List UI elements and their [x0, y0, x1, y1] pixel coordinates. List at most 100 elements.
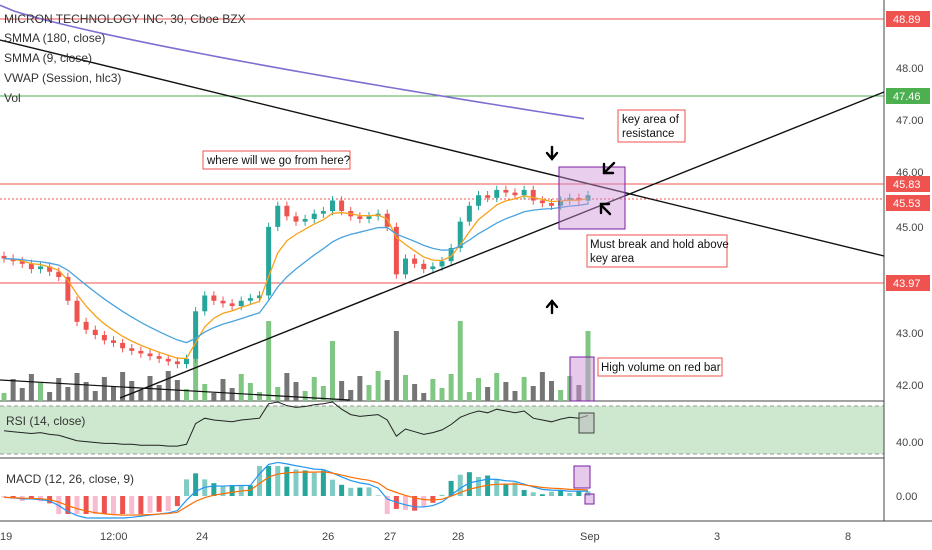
callout-hold-line2: key area [590, 253, 635, 265]
rsi-label[interactable]: RSI (14, close) [6, 414, 85, 428]
key-area-box[interactable] [558, 166, 626, 230]
callout-resistance-box [617, 109, 686, 143]
volume-bar-50 [457, 321, 463, 401]
callout-resistance-line1: key area of [622, 114, 680, 126]
volume-bar-10 [92, 391, 98, 401]
macd-bar-61 [558, 490, 564, 496]
uptrend-line[interactable] [119, 91, 885, 399]
macd-bar-58 [530, 492, 536, 496]
volume-bar-41 [375, 371, 381, 401]
rsi-tick-40: 40.00 [896, 437, 924, 449]
candle-body-59 [539, 200, 545, 204]
macd-bar-50 [457, 474, 463, 496]
legend-smma-9[interactable]: SMMA (9, close) [4, 51, 92, 65]
macd-bar-62 [567, 493, 573, 496]
callout-resistance[interactable]: key area of resistance [617, 109, 686, 143]
macd-signal-line [3, 471, 589, 516]
volume-bar-26 [238, 374, 244, 401]
macd-bar-44 [403, 496, 408, 510]
candle-body-20 [184, 358, 189, 365]
volume-bar-42 [384, 380, 390, 401]
candle-body-3 [28, 263, 34, 270]
candle-body-57 [521, 189, 527, 196]
volume-highlight-box[interactable] [569, 356, 595, 402]
rsi-series-line [3, 401, 589, 447]
time-tick-sep: Sep [580, 531, 600, 543]
downtrend-line[interactable] [0, 39, 885, 257]
candle-body-60 [549, 203, 554, 206]
macd-bar-49 [448, 480, 454, 496]
legend-smma-180[interactable]: SMMA (180, close) [4, 31, 105, 45]
volume-bar-18 [165, 371, 171, 401]
macd-bar-30 [275, 466, 281, 496]
chart-title[interactable]: MICRON TECHNOLOGY INC, 30, Cboe BZX [4, 12, 246, 26]
indicator-lines [0, 4, 589, 360]
candle-body-16 [147, 353, 153, 357]
volume-bar-28 [257, 392, 262, 401]
rsi-highlight-box[interactable] [578, 412, 595, 434]
macd-bar-3 [28, 496, 34, 499]
candle-body-43 [393, 226, 399, 275]
macd-bar-0 [1, 496, 7, 498]
macd-bar-24 [220, 486, 226, 496]
price-tick-42: 42.00 [896, 380, 924, 392]
macd-bar-32 [293, 469, 299, 496]
candle-body-35 [320, 211, 326, 214]
macd-bar-19 [174, 496, 180, 507]
price-tag-47-46-text: 47.46 [893, 91, 921, 103]
volume-bar-40 [366, 385, 372, 401]
macd-bar-8 [74, 496, 80, 514]
macd-bar-20 [184, 479, 189, 496]
macd-bar-45 [412, 496, 418, 511]
macd-bar-15 [138, 496, 144, 514]
volume-bar-55 [503, 382, 509, 401]
macd-bar-40 [366, 487, 372, 496]
candle-body-6 [56, 271, 62, 278]
price-tick-47: 47.00 [896, 115, 924, 127]
volume-bar-43 [393, 331, 399, 401]
volume-bar-44 [403, 375, 408, 401]
volume-bar-51 [466, 392, 472, 401]
volume-trend-line [0, 379, 351, 401]
macd-bar-35 [320, 470, 326, 496]
volume-bars [1, 321, 591, 401]
volume-bar-27 [247, 383, 253, 401]
macd-bar-25 [229, 484, 235, 496]
time-tick-27: 27 [384, 531, 396, 543]
price-tag-45-83: 45.83 [886, 176, 930, 192]
candle-body-44 [403, 258, 408, 275]
legend-vwap[interactable]: VWAP (Session, hlc3) [4, 71, 121, 85]
horizontal-levels [0, 18, 884, 284]
macd-bar-47 [430, 496, 436, 503]
macd-bar-33 [302, 470, 308, 496]
volume-bar-4 [38, 383, 43, 401]
candle-body-7 [65, 277, 71, 301]
macd-bar-29 [266, 466, 272, 496]
volume-bar-37 [339, 381, 345, 401]
callout-volume[interactable]: High volume on red bar [597, 357, 723, 377]
volume-bar-15 [138, 390, 144, 401]
volume-bar-31 [284, 373, 290, 401]
volume-bar-33 [302, 391, 308, 401]
legend-volume[interactable]: Vol [4, 91, 21, 105]
price-tick-48: 48.00 [896, 63, 924, 75]
candle-body-39 [357, 216, 363, 219]
macd-highlight-box[interactable] [573, 465, 591, 489]
callout-hold[interactable]: Must break and hold above key area [586, 234, 729, 268]
volume-bar-34 [311, 377, 317, 401]
arrow-down-left-icon [602, 161, 616, 175]
macd-bar-16 [147, 496, 153, 513]
volume-bar-61 [558, 390, 564, 401]
callout-question[interactable]: where will we go from here? [202, 150, 351, 170]
callout-volume-box [597, 357, 723, 377]
candle-body-50 [457, 221, 463, 248]
time-tick-26: 26 [322, 531, 334, 543]
macd-highlight-box-small[interactable] [584, 493, 595, 505]
candle-body-0 [1, 255, 7, 259]
candle-body-45 [412, 258, 418, 264]
macd-bar-51 [466, 472, 472, 496]
price-tick-43: 43.00 [896, 328, 924, 340]
macd-label[interactable]: MACD (12, 26, close, 9) [6, 472, 134, 486]
volume-bar-20 [184, 389, 189, 401]
